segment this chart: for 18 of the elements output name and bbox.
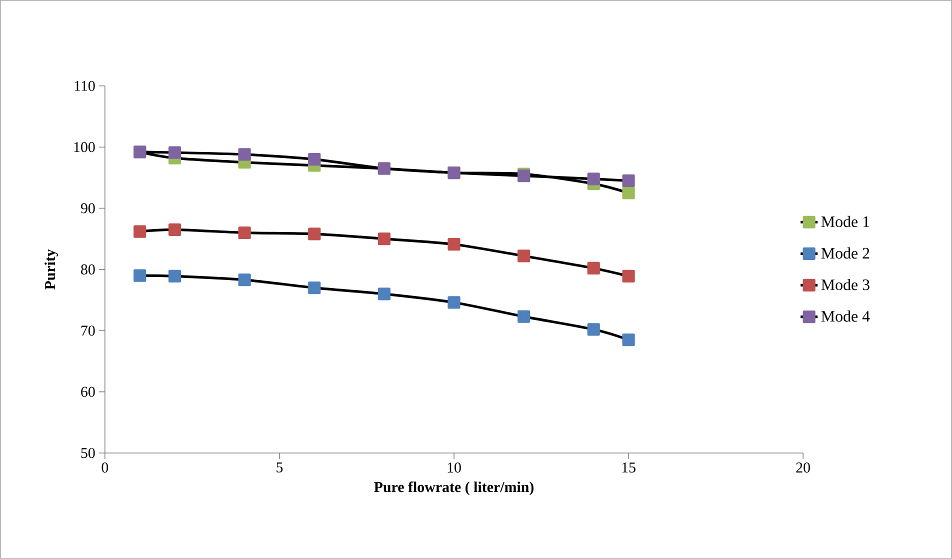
x-tick-label: 5 [276, 462, 283, 472]
x-tick-label: 10 [448, 462, 461, 473]
x-axis-title: Pure flowrate ( liter/min) [374, 481, 534, 496]
y-axis-title: Purity [44, 249, 58, 290]
legend-label: Mode 4 [821, 310, 870, 322]
y-tick-label: 80 [81, 264, 95, 275]
x-tick-label: 15 [622, 462, 636, 473]
y-tick-label: 110 [74, 80, 95, 91]
y-tick-label: 50 [81, 448, 95, 458]
legend-label: Mode 3 [821, 278, 870, 290]
legend-label: Mode 1 [821, 216, 870, 228]
x-tick-label: 0 [102, 462, 108, 473]
y-tick-label: 90 [80, 203, 95, 214]
y-tick-label: 100 [74, 142, 95, 152]
y-tick-label: 60 [81, 386, 95, 397]
y-tick-label: 70 [81, 326, 95, 336]
x-tick-label: 20 [796, 462, 810, 473]
legend-label: Mode 2 [821, 247, 870, 259]
